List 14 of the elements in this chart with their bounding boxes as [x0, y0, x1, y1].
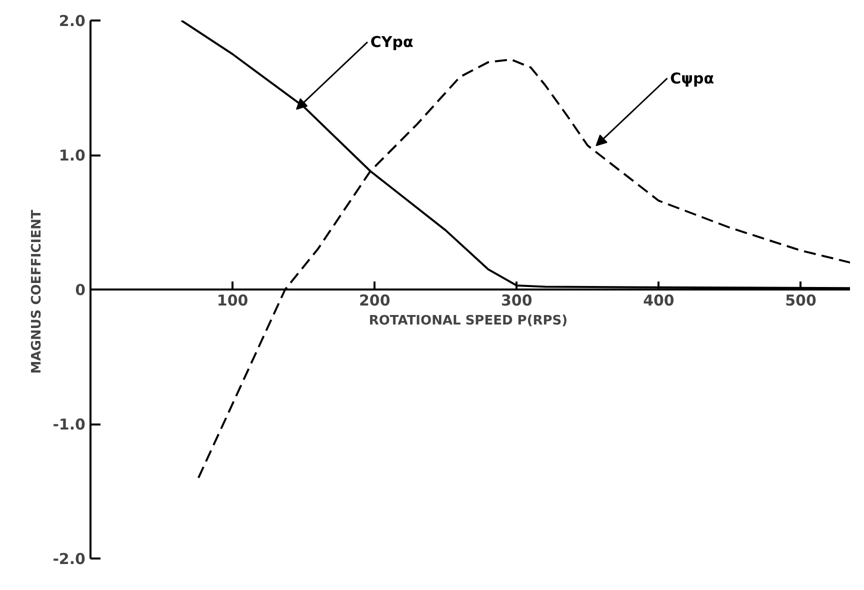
y-tick-label: 1.0: [58, 146, 86, 164]
y-tick-label: -2.0: [52, 550, 86, 568]
x-tick-label: 400: [643, 292, 674, 310]
annotation: CYpα: [370, 33, 414, 52]
x-tick-label: 100: [216, 292, 248, 310]
annotation: Cψpα: [670, 69, 714, 88]
y-tick-label: 0: [75, 281, 86, 299]
y-tick-label: -1.0: [52, 416, 86, 434]
x-tick-label: 300: [501, 292, 532, 310]
x-axis-title: ROTATIONAL SPEED P(RPS): [368, 314, 568, 328]
y-tick-label: 2.0: [58, 12, 86, 30]
y-axis-title: MAGNUS COEFFICIENT: [30, 210, 45, 374]
x-tick-label: 200: [358, 292, 390, 310]
x-tick-label: 500: [785, 292, 816, 310]
